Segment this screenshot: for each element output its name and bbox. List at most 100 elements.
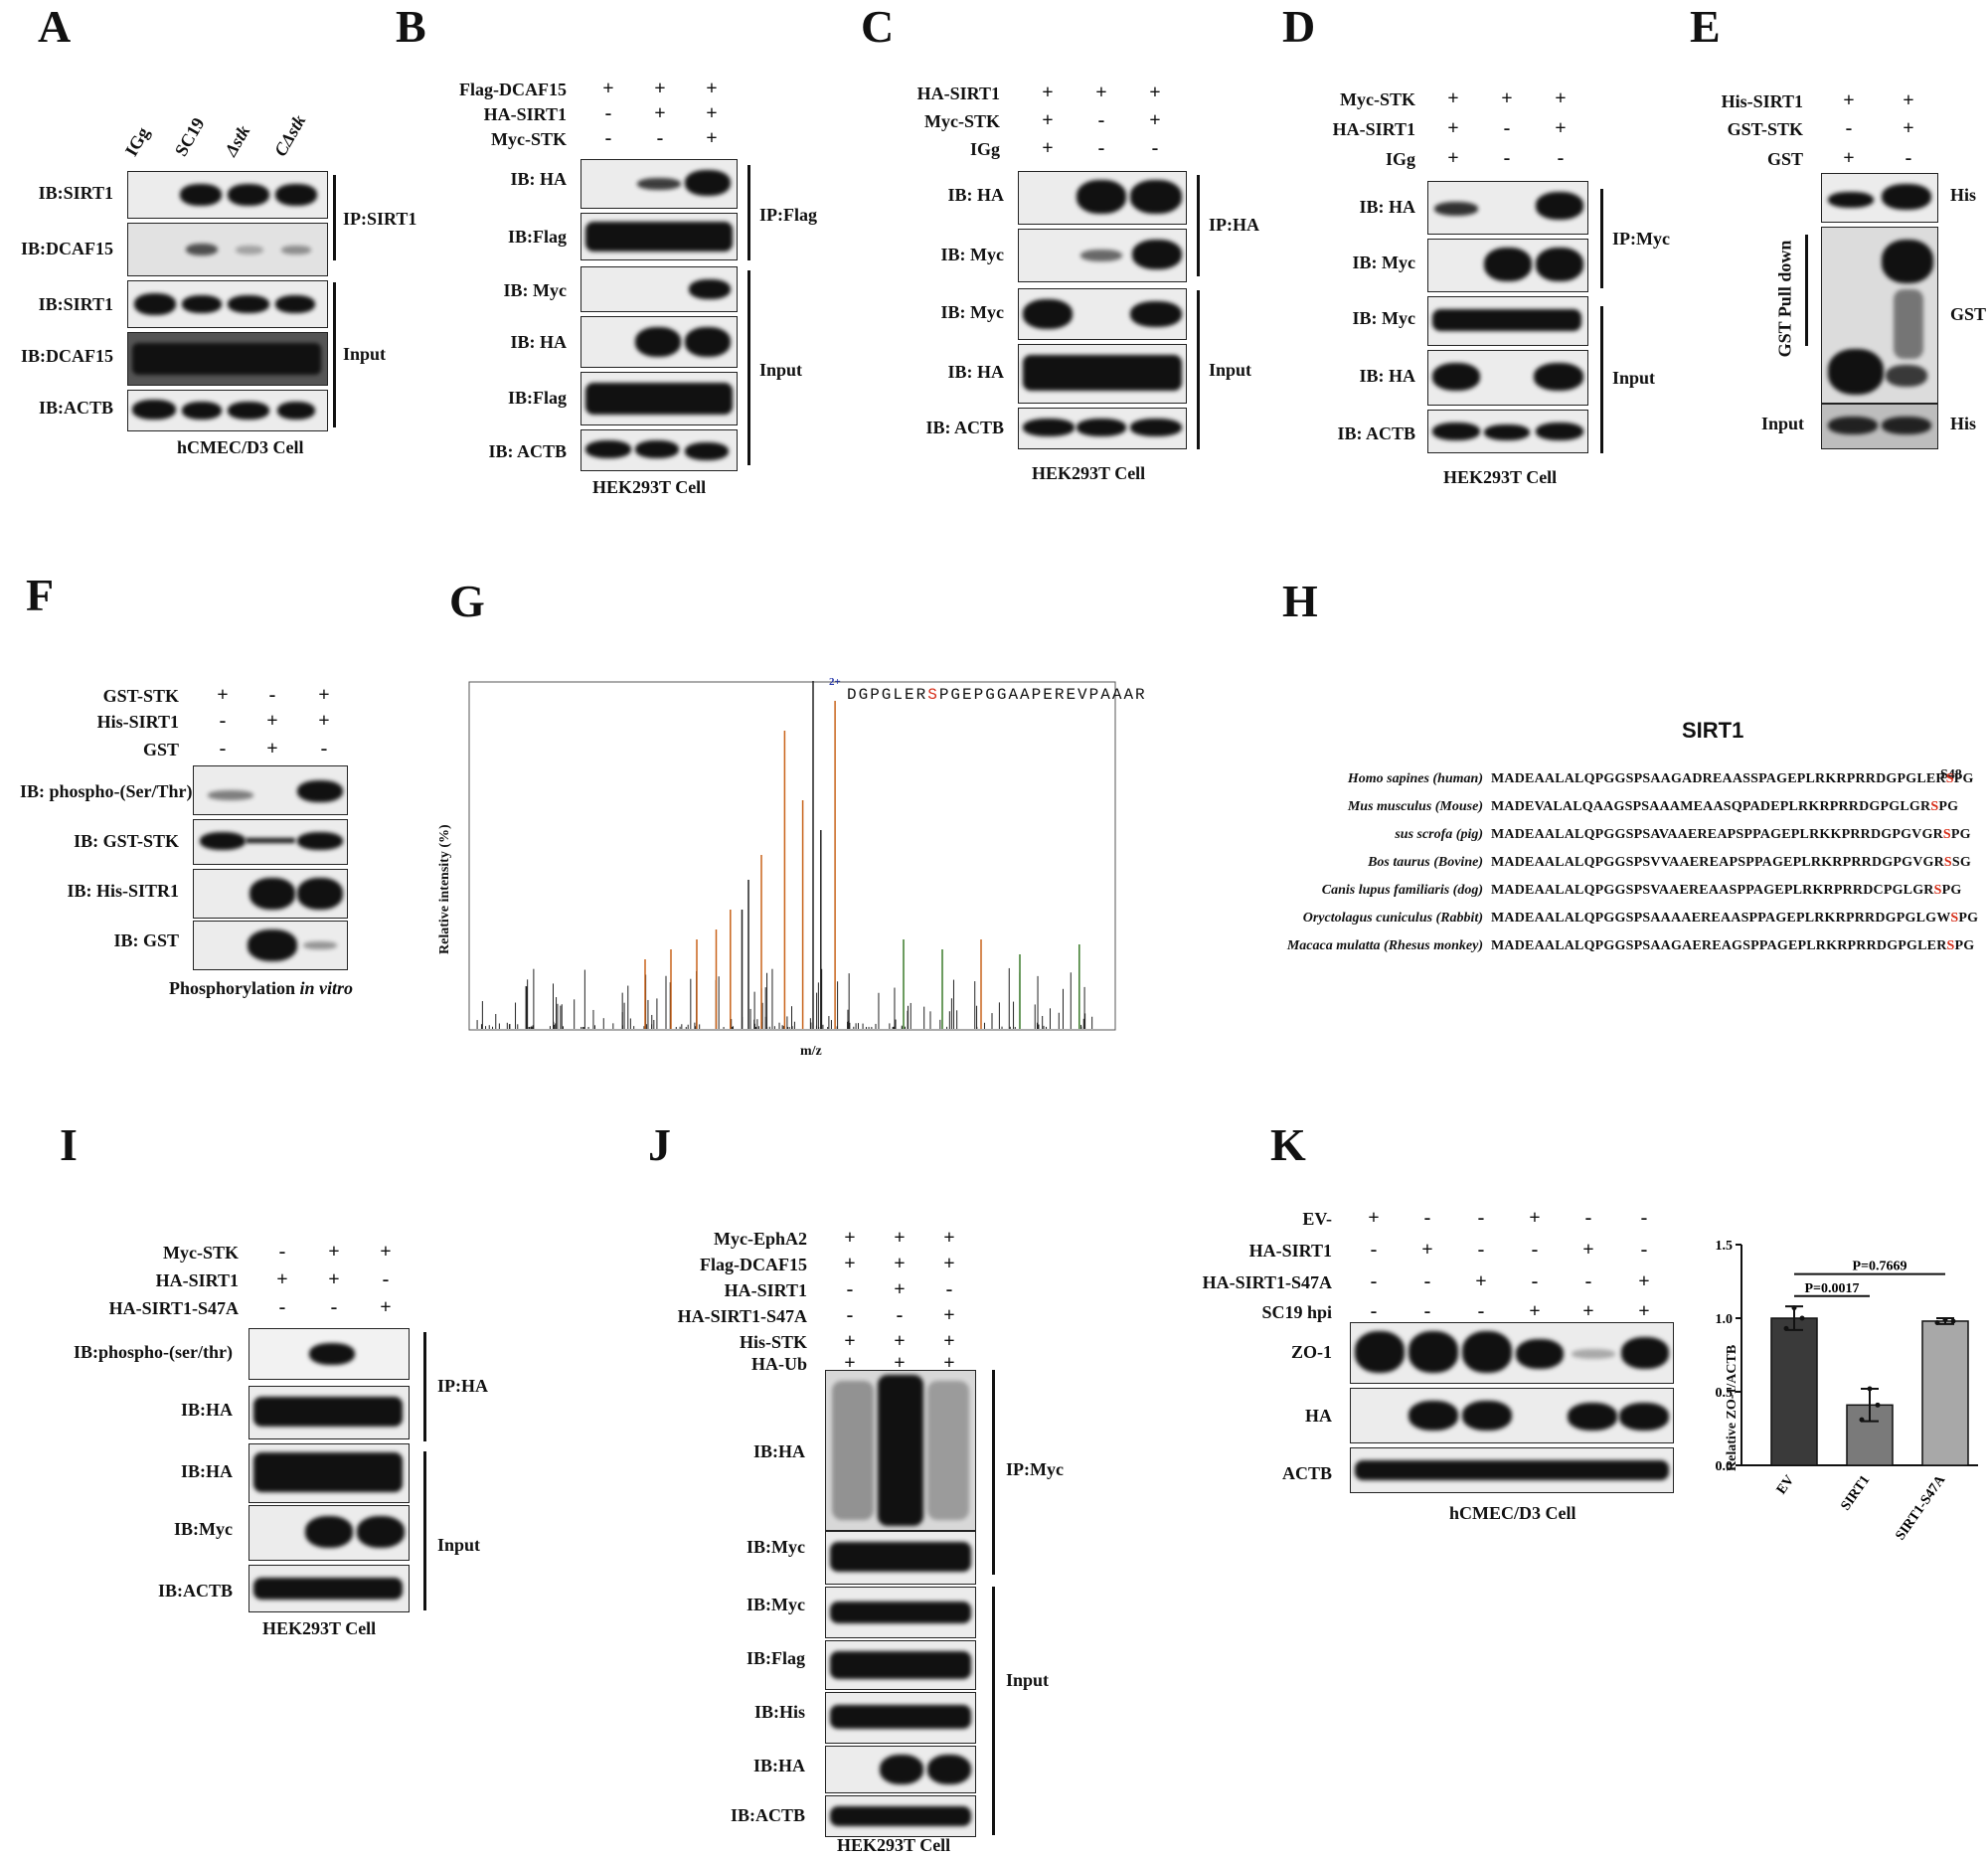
condition-sign: + (1582, 1300, 1594, 1322)
condition-sign: + (844, 1352, 856, 1374)
blot-image (825, 1587, 976, 1638)
y-tick-label: 1.0 (1716, 1312, 1734, 1327)
condition-sign: - (1640, 1239, 1648, 1261)
blot-image (193, 819, 348, 865)
condition-sign: + (328, 1241, 340, 1263)
blot-row-label: IB:DCAF15 (21, 239, 113, 258)
blot-image (1018, 171, 1187, 225)
group-bracket (1805, 235, 1808, 346)
blot-row-label: IB:HA (180, 1461, 233, 1481)
x-tick-label: SIRT1 (1839, 1473, 1874, 1514)
x-tick-label: SIRT1-S47A (1894, 1472, 1949, 1541)
condition-sign: - (1557, 147, 1565, 169)
condition-sign: + (1903, 117, 1914, 139)
blot-image (1350, 1322, 1674, 1384)
cell-line-label: HEK293T Cell (592, 477, 707, 497)
condition-sign: + (1903, 89, 1914, 111)
condition-sign: - (320, 738, 328, 759)
condition-sign: - (382, 1268, 390, 1290)
condition-sign: - (1584, 1270, 1592, 1292)
blot-image (1427, 296, 1588, 346)
group-label: Input (437, 1535, 481, 1555)
sequence-suffix: PG (1953, 771, 1974, 786)
data-point (1875, 1402, 1881, 1408)
blot-image (580, 372, 738, 425)
data-point (1799, 1315, 1805, 1321)
bar (1921, 1320, 1969, 1466)
x-axis-label: m/z (800, 1044, 822, 1059)
y-tick-label: 0.0 (1716, 1459, 1734, 1474)
panel-label-j: J (648, 1119, 671, 1170)
condition-sign: + (266, 738, 278, 759)
blot-row-label: ACTB (1281, 1463, 1332, 1483)
condition-sign: - (604, 102, 612, 124)
condition-sign: - (1905, 147, 1912, 169)
peptide-pre: DGPGLER (847, 686, 928, 704)
blot-row-label: GST (1950, 304, 1987, 324)
cell-line-label: HEK293T Cell (1032, 463, 1146, 483)
species-name: Canis lupus familiaris (dog) (1321, 883, 1483, 898)
species-sequence: MADEAALALQPGGSPSAAAAEREAASPPAGEPLRKRPRRD… (1491, 911, 1978, 927)
group-bracket (747, 270, 750, 465)
condition-sign: - (1477, 1239, 1485, 1261)
condition-label: Myc-STK (1340, 89, 1415, 109)
condition-sign: + (943, 1352, 955, 1374)
blot-row-label: IB: His-SITR1 (67, 881, 179, 901)
lane-label: CΔstk (269, 111, 310, 160)
condition-sign: + (1042, 137, 1054, 159)
blot-row-label: IB: Myc (1352, 308, 1415, 328)
condition-sign: + (1042, 82, 1054, 103)
condition-label: HA-SIRT1 (483, 104, 567, 124)
condition-sign: + (1042, 109, 1054, 131)
mass-spectrum-plot (468, 681, 1116, 1031)
blot-row-label: IB:SIRT1 (38, 294, 113, 314)
species-sequence: MADEAALALQPGGSPSAAGADREAASSPAGEPLRKRPRRD… (1491, 771, 1974, 787)
condition-sign: + (894, 1330, 906, 1352)
condition-sign: - (846, 1304, 854, 1326)
caption: Phosphorylation in vitro (169, 978, 353, 999)
condition-label: HA-SIRT1 (155, 1270, 239, 1290)
phospho-site: S (1945, 771, 1954, 786)
blot-row-label: IB: phospho-(Ser/Thr) (20, 781, 193, 801)
condition-sign: + (894, 1278, 906, 1300)
condition-sign: - (846, 1278, 854, 1300)
y-axis-label: Relative intensity (%) (437, 824, 452, 954)
group-bracket (1197, 290, 1200, 449)
blot-image (248, 1505, 410, 1561)
condition-sign: - (1503, 117, 1511, 139)
sequence-prefix: MADEAALALQPGGSPSAAAAEREAASPPAGEPLRKRPRRD… (1491, 911, 1951, 926)
blot-image (127, 390, 328, 431)
species-sequence: MADEAALALQPGGSPSVAAEREAASPPAGEPLRKRPRRDC… (1491, 883, 1961, 899)
group-bracket (1197, 175, 1200, 276)
blot-image (248, 1443, 410, 1503)
y-tick-label: 1.5 (1716, 1239, 1734, 1254)
species-sequence: MADEAALALQPGGSPSAVAAEREAPSPPAGEPLRKKPRRD… (1491, 827, 1971, 843)
cell-line-label: HEK293T Cell (1443, 467, 1558, 487)
blot-row-label: IB: ACTB (925, 418, 1004, 437)
blot-row-label: IB:HA (180, 1400, 233, 1420)
blot-row-label: His (1950, 185, 1977, 205)
condition-sign: + (844, 1330, 856, 1352)
blot-row-label: IB:Flag (507, 388, 567, 408)
condition-sign: - (1423, 1270, 1431, 1292)
condition-sign: - (1370, 1239, 1378, 1261)
cell-line-label: HEK293T Cell (262, 1618, 377, 1638)
blot-row-label: IB: HA (1359, 366, 1415, 386)
blot-row-label: IB: Myc (940, 302, 1004, 322)
panel-label-a: A (38, 1, 72, 52)
condition-label: His-STK (739, 1332, 807, 1352)
species-sequence: MADEVALALQAAGSPSAAAMEAASQPADEPLRKRPRRDGP… (1491, 799, 1958, 815)
data-point (1791, 1305, 1797, 1311)
blot-image (1821, 404, 1938, 449)
condition-sign: + (654, 78, 666, 99)
condition-sign: - (1531, 1270, 1539, 1292)
condition-sign: + (894, 1253, 906, 1274)
condition-sign: + (266, 710, 278, 732)
group-label: Input (759, 360, 803, 380)
condition-sign: + (602, 78, 614, 99)
blot-image (580, 213, 738, 260)
species-name: Mus musculus (Mouse) (1347, 799, 1483, 814)
species-name: sus scrofa (pig) (1395, 827, 1483, 842)
condition-sign: + (380, 1241, 392, 1263)
blot-image (248, 1565, 410, 1612)
